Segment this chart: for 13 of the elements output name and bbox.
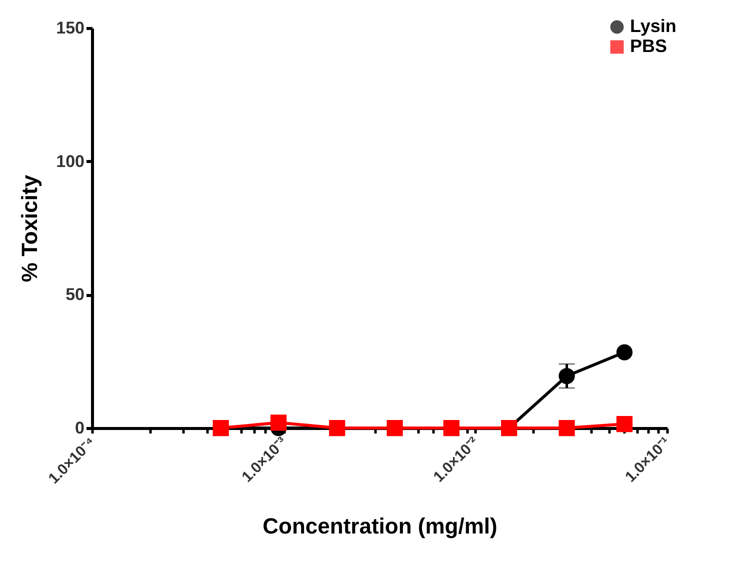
legend-label: PBS — [630, 36, 668, 56]
x-axis-title: Concentration (mg/ml) — [262, 514, 498, 539]
point — [270, 414, 287, 431]
legend-label: Lysin — [630, 16, 676, 36]
point — [616, 344, 633, 360]
y-tick-label: 0 — [75, 418, 84, 438]
point — [616, 416, 633, 432]
y-tick-label: 150 — [56, 18, 84, 38]
y-tick-label: 100 — [56, 152, 84, 171]
point — [558, 420, 575, 436]
y-tick-label: 50 — [66, 285, 84, 304]
point — [558, 368, 575, 384]
y-axis-title: % Toxicity — [17, 174, 42, 282]
